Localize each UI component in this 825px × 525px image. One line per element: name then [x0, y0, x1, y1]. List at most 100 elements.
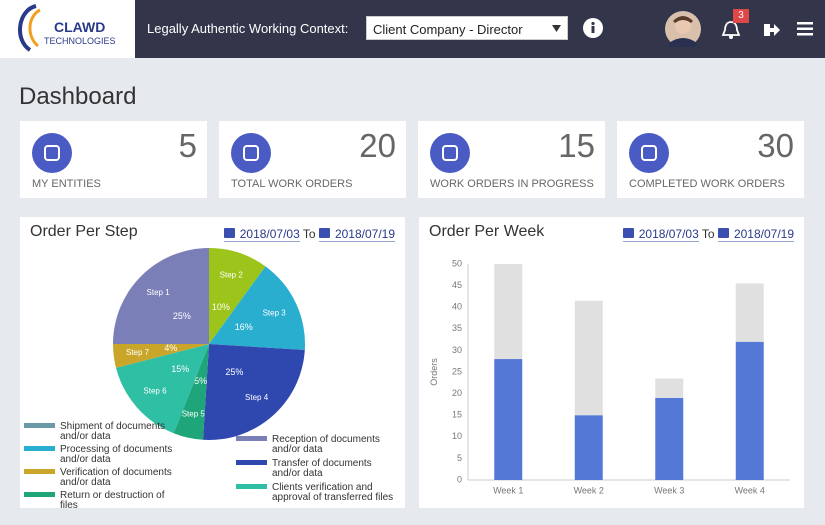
- slice-value: 15%: [171, 364, 189, 374]
- pie-slice: [173, 344, 209, 440]
- legend-swatch: [24, 469, 55, 474]
- card-icon: [32, 133, 72, 173]
- y-tick-label: 20: [452, 388, 462, 398]
- y-tick-label: 35: [452, 323, 462, 333]
- legend-label: Processing of documents and/or data: [60, 444, 173, 465]
- legend-item: Transfer of documents and/or data: [236, 459, 397, 479]
- date-range: 2018/07/03 To 2018/07/19: [622, 227, 794, 242]
- y-tick-label: 45: [452, 280, 462, 290]
- slice-name: Step 2: [220, 271, 244, 280]
- context-select[interactable]: Client Company - Director: [366, 16, 568, 40]
- date-to-label: To: [302, 227, 316, 241]
- glyph: [243, 145, 259, 161]
- stat-card: 20 TOTAL WORK ORDERS: [219, 121, 406, 198]
- stat-card: 15 WORK ORDERS IN PROGRESS: [418, 121, 605, 198]
- y-axis-label: Orders: [429, 358, 439, 386]
- slice-name: Step 6: [143, 387, 167, 396]
- legend-swatch: [236, 460, 267, 465]
- bar-segment: [574, 415, 603, 480]
- legend-label: Transfer of documents and/or data: [272, 458, 372, 479]
- card-label: MY ENTITIES: [32, 178, 101, 190]
- logo-mark: [17, 4, 41, 52]
- legend-label: Verification of documents and/or data: [60, 467, 172, 488]
- card-label: WORK ORDERS IN PROGRESS: [430, 178, 594, 190]
- bar-segment: [574, 300, 603, 416]
- legend-label: Shipment of documents and/or data: [60, 421, 166, 442]
- x-tick-label: Week 4: [735, 485, 765, 495]
- date-range: 2018/07/03 To 2018/07/19: [223, 227, 395, 242]
- context-value: Client Company - Director: [373, 22, 523, 37]
- icon-glyph: [641, 145, 657, 161]
- stat-card: 5 MY ENTITIES: [20, 121, 207, 198]
- pie-slice: [113, 344, 209, 368]
- card-label: TOTAL WORK ORDERS: [231, 178, 353, 190]
- y-tick-label: 5: [457, 453, 462, 463]
- logout-icon[interactable]: [764, 23, 780, 37]
- menu-icon[interactable]: [797, 22, 813, 36]
- logo-subtext: TECHNOLOGIES: [44, 36, 116, 46]
- legend-label: Clients verification and approval of tra…: [272, 482, 394, 503]
- y-tick-label: 30: [452, 345, 462, 355]
- page-title: Dashboard: [19, 83, 137, 110]
- avatar[interactable]: [665, 11, 701, 47]
- legend-swatch: [24, 446, 55, 451]
- logo[interactable]: CLAWD TECHNOLOGIES: [0, 0, 135, 58]
- pie-slice: [209, 248, 266, 344]
- x-tick-label: Week 3: [654, 485, 684, 495]
- card-value: 5: [178, 127, 197, 164]
- stat-card: 30 COMPLETED WORK ORDERS: [617, 121, 804, 198]
- pie-slice: [116, 344, 209, 434]
- slice-value: 25%: [225, 367, 243, 377]
- date-to[interactable]: 2018/07/19: [717, 227, 794, 242]
- card-icon: [430, 133, 470, 173]
- panel-title: Order Per Week: [429, 223, 545, 240]
- pie-slice: [209, 266, 306, 351]
- glyph: [442, 145, 458, 161]
- x-tick-label: Week 1: [493, 485, 523, 495]
- bar-segment: [735, 341, 764, 480]
- slice-name: Step 3: [263, 308, 287, 317]
- legend-label: Return or destruction of files: [60, 490, 165, 511]
- pie-chart: Step 2 10% Step 3 16% Step 4 25% Step 5 5% Step …: [113, 248, 306, 440]
- bar-chart: 0 5 10 15 20 25 30 35 40 45 50 Orders Week 1 Week 2 We…: [429, 258, 790, 495]
- bar-segment: [655, 378, 684, 398]
- panel-title: Order Per Step: [30, 223, 138, 240]
- slice-value: 4%: [164, 343, 177, 353]
- card-icon: [231, 133, 271, 173]
- slice-name: Step 4: [245, 393, 269, 402]
- slice-name: Step 7: [126, 348, 150, 357]
- legend-item: Verification of documents and/or data: [24, 468, 185, 488]
- y-tick-label: 0: [457, 474, 462, 484]
- icon-glyph: [243, 145, 259, 161]
- bar-segment: [494, 264, 523, 360]
- legend-label: Reception of documents and/or data: [272, 434, 380, 455]
- legend-item: Processing of documents and/or data: [24, 445, 185, 465]
- bar-segment: [735, 283, 764, 342]
- legend-swatch: [24, 492, 55, 497]
- info-icon[interactable]: [583, 18, 603, 38]
- bell-icon[interactable]: [721, 20, 741, 40]
- y-tick-label: 15: [452, 410, 462, 420]
- slice-name: Step 1: [147, 288, 171, 297]
- header: CLAWD TECHNOLOGIES Legally Authentic Wor…: [0, 0, 825, 58]
- icon-glyph: [44, 145, 60, 161]
- slice-value: 25%: [173, 311, 191, 321]
- context-label: Legally Authentic Working Context:: [147, 21, 349, 36]
- date-from[interactable]: 2018/07/03: [622, 227, 699, 242]
- legend-item: Return or destruction of files: [24, 491, 185, 511]
- card-label: COMPLETED WORK ORDERS: [629, 178, 785, 190]
- glyph: [641, 145, 657, 161]
- logo-text: CLAWD: [54, 19, 106, 35]
- pie-slice: [202, 344, 305, 440]
- slice-value: 16%: [235, 322, 253, 332]
- dropdown-arrow: [552, 25, 561, 32]
- icon-glyph: [442, 145, 458, 161]
- date-to-label: To: [701, 227, 715, 241]
- card-value: 20: [359, 127, 396, 164]
- y-tick-label: 50: [452, 258, 462, 268]
- date-from[interactable]: 2018/07/03: [223, 227, 300, 242]
- x-tick-label: Week 2: [574, 485, 604, 495]
- slice-value: 5%: [194, 376, 207, 386]
- date-to[interactable]: 2018/07/19: [318, 227, 395, 242]
